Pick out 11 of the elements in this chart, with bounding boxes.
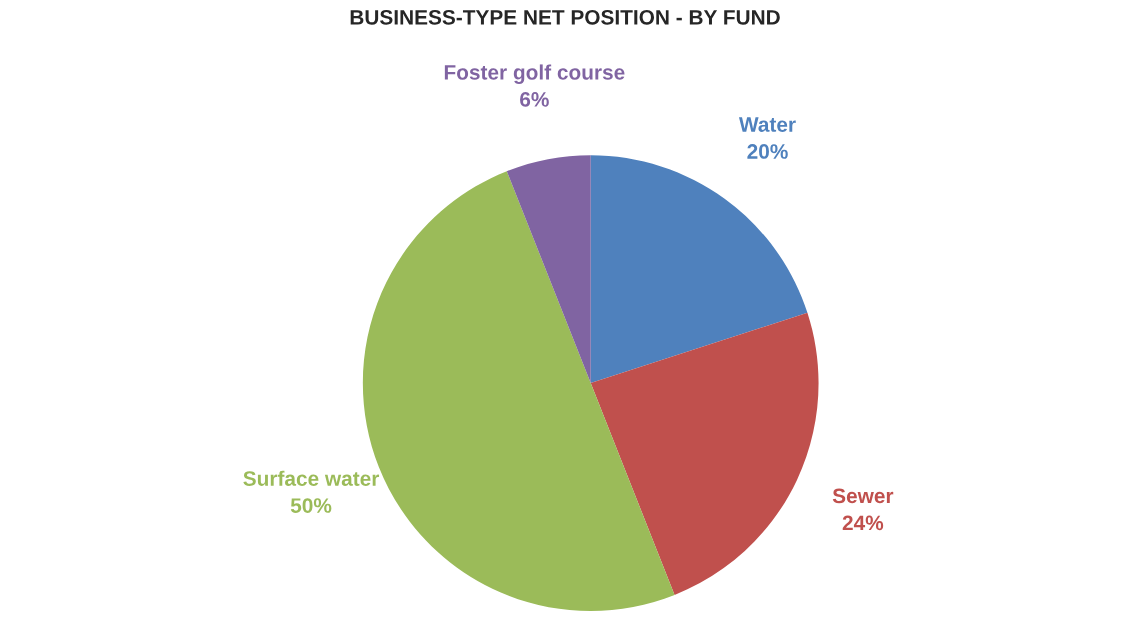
data-label: 6% <box>520 92 549 107</box>
chart-title: BUSINESS-TYPE NET POSITION - BY FUND <box>350 9 780 25</box>
data-label: 50% <box>290 498 332 513</box>
slice-label: Water <box>738 117 796 132</box>
slice-label: Surface water <box>243 470 380 486</box>
data-label: 24% <box>842 515 884 531</box>
data-label: 20% <box>747 144 788 159</box>
pie-slice <box>590 312 819 595</box>
pie-slice <box>506 155 591 384</box>
slice-label: Sewer <box>832 488 894 504</box>
slice-label: Foster golf course <box>444 64 625 84</box>
